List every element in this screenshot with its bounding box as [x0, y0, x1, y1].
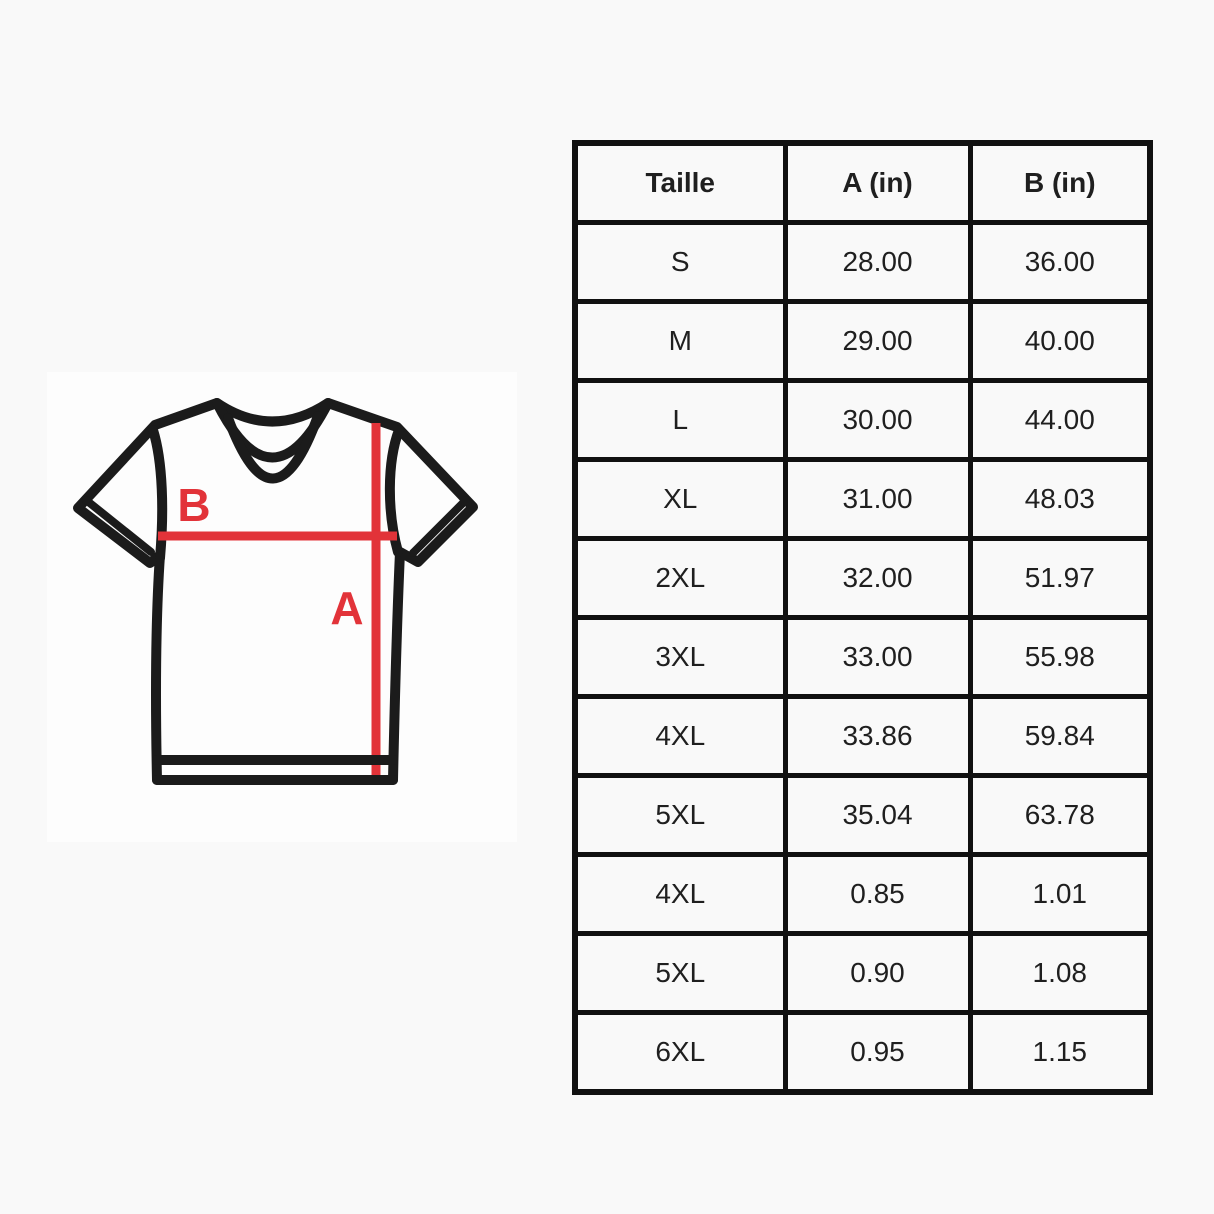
table-row: 3XL 33.00 55.98 — [572, 615, 1153, 699]
table-row: 4XL 0.85 1.01 — [572, 852, 1153, 936]
size-table-body: S 28.00 36.00 M 29.00 40.00 L 30.00 44.0… — [572, 220, 1153, 1095]
size-cell: S — [572, 220, 788, 304]
b-value-cell: 1.01 — [967, 852, 1153, 936]
table-row: L 30.00 44.00 — [572, 378, 1153, 462]
a-value-cell: 30.00 — [782, 378, 973, 462]
table-row: 5XL 35.04 63.78 — [572, 773, 1153, 857]
b-value-cell: 48.03 — [967, 457, 1153, 541]
b-value-cell: 59.84 — [967, 694, 1153, 778]
collar-inner-arc — [223, 411, 323, 484]
b-value-cell: 40.00 — [967, 299, 1153, 383]
size-cell: 4XL — [572, 694, 788, 778]
size-cell: 6XL — [572, 1010, 788, 1095]
label-a: A — [330, 582, 363, 634]
b-value-cell: 1.15 — [967, 1010, 1153, 1095]
table-row: M 29.00 40.00 — [572, 299, 1153, 383]
size-cell: 4XL — [572, 852, 788, 936]
size-cell: M — [572, 299, 788, 383]
table-row: XL 31.00 48.03 — [572, 457, 1153, 541]
label-b: B — [177, 479, 210, 531]
left-armhole-seam — [148, 425, 168, 563]
tshirt-measurement-diagram: B A — [73, 398, 478, 785]
table-row: 2XL 32.00 51.97 — [572, 536, 1153, 620]
header-b-in: B (in) — [967, 140, 1153, 225]
size-table: Taille A (in) B (in) S 28.00 36.00 M 29.… — [572, 140, 1153, 1095]
a-value-cell: 35.04 — [782, 773, 973, 857]
a-value-cell: 29.00 — [782, 299, 973, 383]
size-cell: 3XL — [572, 615, 788, 699]
header-taille: Taille — [572, 140, 788, 225]
size-cell: 5XL — [572, 931, 788, 1015]
left-cuff-seam — [82, 496, 155, 556]
right-cuff-seam — [409, 496, 470, 557]
size-cell: L — [572, 378, 788, 462]
b-value-cell: 1.08 — [967, 931, 1153, 1015]
table-row: 4XL 33.86 59.84 — [572, 694, 1153, 778]
header-row: Taille A (in) B (in) — [572, 140, 1153, 225]
b-value-cell: 51.97 — [967, 536, 1153, 620]
a-value-cell: 33.86 — [782, 694, 973, 778]
size-cell: 5XL — [572, 773, 788, 857]
a-value-cell: 0.85 — [782, 852, 973, 936]
table-row: 5XL 0.90 1.08 — [572, 931, 1153, 1015]
b-value-cell: 44.00 — [967, 378, 1153, 462]
header-a-in: A (in) — [782, 140, 973, 225]
table-row: S 28.00 36.00 — [572, 220, 1153, 304]
a-value-cell: 32.00 — [782, 536, 973, 620]
table-row: 6XL 0.95 1.15 — [572, 1010, 1153, 1095]
a-value-cell: 31.00 — [782, 457, 973, 541]
size-cell: 2XL — [572, 536, 788, 620]
b-value-cell: 36.00 — [967, 220, 1153, 304]
tshirt-diagram-card: B A — [47, 372, 517, 842]
b-value-cell: 63.78 — [967, 773, 1153, 857]
size-table-header: Taille A (in) B (in) — [572, 140, 1153, 225]
size-cell: XL — [572, 457, 788, 541]
a-value-cell: 0.90 — [782, 931, 973, 1015]
a-value-cell: 0.95 — [782, 1010, 973, 1095]
b-value-cell: 55.98 — [967, 615, 1153, 699]
a-value-cell: 28.00 — [782, 220, 973, 304]
a-value-cell: 33.00 — [782, 615, 973, 699]
